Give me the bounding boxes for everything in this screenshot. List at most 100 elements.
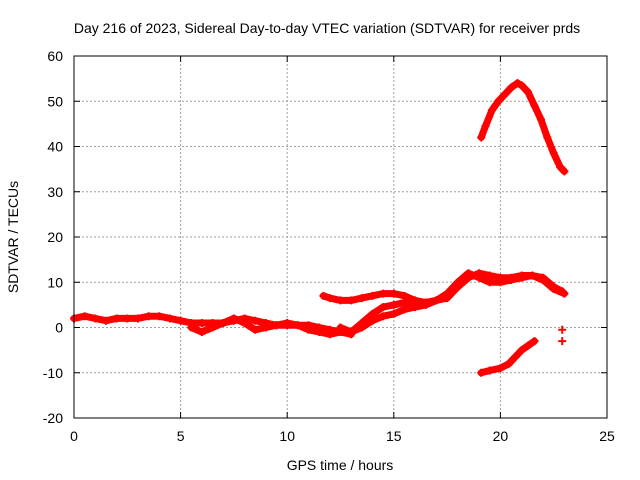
y-tick-label: 50 [47, 93, 63, 109]
x-axis-label: GPS time / hours [287, 457, 394, 473]
data-point [251, 316, 260, 325]
data-point [336, 296, 345, 305]
data-point [443, 289, 452, 298]
data-point [485, 271, 494, 280]
data-point [379, 289, 388, 298]
data-point [197, 328, 206, 337]
data-point [453, 278, 462, 287]
data-point [389, 309, 398, 318]
data-point [432, 296, 441, 305]
data-point [261, 323, 270, 332]
data-point [464, 269, 473, 278]
data-point [315, 328, 324, 337]
x-tick-label: 5 [177, 428, 185, 444]
data-point [421, 298, 430, 307]
data-point [524, 88, 533, 97]
x-tick-label: 0 [70, 428, 78, 444]
data-point [477, 368, 486, 377]
data-point [91, 314, 100, 323]
data-point [556, 162, 565, 171]
data-point [485, 366, 494, 375]
data-point [549, 149, 558, 158]
data-point [528, 271, 537, 280]
data-point [517, 273, 526, 282]
y-tick-label: 30 [47, 184, 63, 200]
data-point [400, 305, 409, 314]
data-point [336, 323, 345, 332]
data-point [517, 81, 526, 90]
data-point [496, 364, 505, 373]
data-point [389, 300, 398, 309]
data-point [368, 309, 377, 318]
data-point [368, 291, 377, 300]
data-point [400, 298, 409, 307]
data-point [558, 337, 567, 346]
data-point [357, 294, 366, 303]
y-tick-label: 10 [47, 274, 63, 290]
data-point [513, 79, 522, 88]
data-point [304, 325, 313, 334]
data-point [357, 318, 366, 327]
data-point [240, 318, 249, 327]
data-point [112, 314, 121, 323]
x-tick-labels: 0 5 10 15 20 25 [70, 428, 615, 444]
data-point [347, 328, 356, 337]
chart-title: Day 216 of 2023, Sidereal Day-to-day VTE… [74, 20, 580, 36]
data-point [347, 296, 356, 305]
grid [74, 56, 607, 418]
data-point [549, 282, 558, 291]
y-axis-label: SDTVAR / TECUs [5, 181, 21, 293]
x-tick-label: 10 [279, 428, 295, 444]
data-point [283, 318, 292, 327]
data-point [543, 133, 552, 142]
data-point [101, 316, 110, 325]
y-tick-labels: -20 -10 0 10 20 30 40 50 60 [43, 48, 63, 426]
data-point [319, 291, 328, 300]
data-point [176, 316, 185, 325]
y-tick-label: 60 [47, 48, 63, 64]
series-track-e [477, 79, 568, 175]
data-point [487, 106, 496, 115]
data-point [80, 312, 89, 321]
data-point [485, 278, 494, 287]
data-point [123, 314, 132, 323]
y-tick-label: -10 [43, 365, 63, 381]
data-point [530, 101, 539, 110]
data-point [293, 321, 302, 330]
data-point [325, 294, 334, 303]
data-point [504, 359, 513, 368]
x-tick-label: 25 [599, 428, 615, 444]
data-point [379, 303, 388, 312]
data-point [475, 273, 484, 282]
data-point [272, 321, 281, 330]
data-point [530, 337, 539, 346]
data-point [536, 115, 545, 124]
data-point [558, 325, 567, 334]
data-point [496, 278, 505, 287]
x-tick-label: 15 [386, 428, 402, 444]
data-point [494, 97, 503, 106]
data-point [511, 352, 520, 361]
data-point [197, 318, 206, 327]
data-point [507, 83, 516, 92]
data-point [155, 312, 164, 321]
data-point [379, 312, 388, 321]
data-point [517, 346, 526, 355]
data-point [165, 314, 174, 323]
data-point [187, 323, 196, 332]
data-point [477, 133, 486, 142]
data-point [144, 312, 153, 321]
y-tick-label: 40 [47, 139, 63, 155]
y-tick-label: 0 [55, 320, 63, 336]
data-point [219, 318, 228, 327]
data-point [389, 289, 398, 298]
data-point [208, 323, 217, 332]
x-tick-label: 20 [493, 428, 509, 444]
data-point [229, 314, 238, 323]
data-point [539, 273, 548, 282]
y-tick-label: 20 [47, 229, 63, 245]
data-point [560, 167, 569, 176]
data-point [251, 325, 260, 334]
data-point [325, 330, 334, 339]
